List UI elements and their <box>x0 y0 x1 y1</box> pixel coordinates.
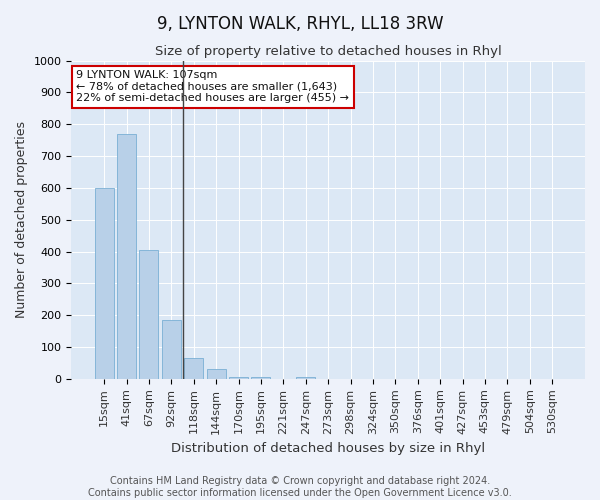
Bar <box>139 250 158 379</box>
Bar <box>95 188 113 379</box>
Bar <box>117 134 136 379</box>
Bar <box>206 370 226 379</box>
Bar <box>296 377 315 379</box>
Text: Contains HM Land Registry data © Crown copyright and database right 2024.
Contai: Contains HM Land Registry data © Crown c… <box>88 476 512 498</box>
Text: 9 LYNTON WALK: 107sqm
← 78% of detached houses are smaller (1,643)
22% of semi-d: 9 LYNTON WALK: 107sqm ← 78% of detached … <box>76 70 349 103</box>
X-axis label: Distribution of detached houses by size in Rhyl: Distribution of detached houses by size … <box>171 442 485 455</box>
Bar <box>251 377 271 379</box>
Bar <box>229 377 248 379</box>
Text: 9, LYNTON WALK, RHYL, LL18 3RW: 9, LYNTON WALK, RHYL, LL18 3RW <box>157 15 443 33</box>
Title: Size of property relative to detached houses in Rhyl: Size of property relative to detached ho… <box>155 45 502 58</box>
Bar <box>184 358 203 379</box>
Bar <box>162 320 181 379</box>
Y-axis label: Number of detached properties: Number of detached properties <box>15 121 28 318</box>
